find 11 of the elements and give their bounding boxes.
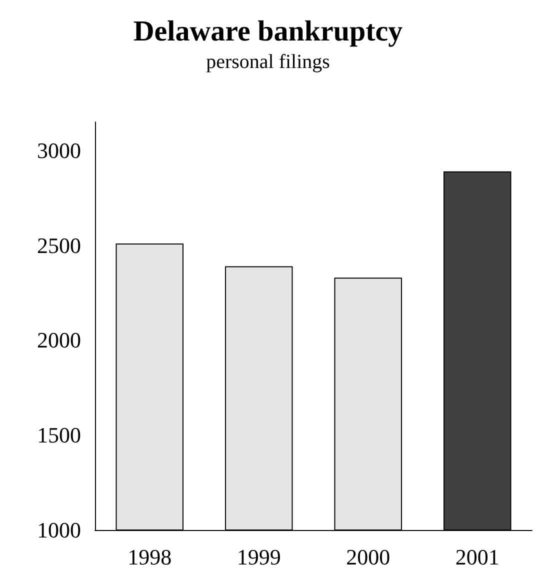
chart-title: Delaware bankruptcy xyxy=(133,16,404,48)
x-tick-label: 1998 xyxy=(128,544,172,570)
y-tick-label: 2500 xyxy=(37,232,81,258)
y-tick-label: 3000 xyxy=(37,138,81,163)
y-tick-label: 2000 xyxy=(37,328,81,353)
x-tick-label: 1999 xyxy=(236,544,281,570)
chart-subtitle: personal filings xyxy=(206,51,330,73)
y-tick-label: 1000 xyxy=(37,518,81,542)
x-tick-label: 2001 xyxy=(455,544,500,570)
x-tick-label: 2000 xyxy=(346,544,390,570)
y-tick-label: 1500 xyxy=(37,422,81,448)
